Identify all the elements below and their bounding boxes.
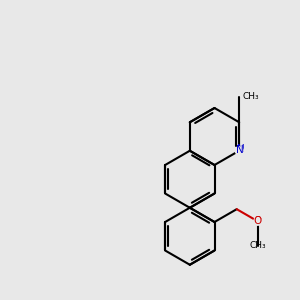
Text: CH₃: CH₃ [249,241,266,250]
Text: O: O [254,216,262,226]
Text: N: N [236,145,244,155]
Text: N: N [237,144,245,154]
Text: O: O [253,216,261,226]
Circle shape [235,147,243,154]
Circle shape [254,218,262,225]
Text: CH₃: CH₃ [243,92,260,101]
